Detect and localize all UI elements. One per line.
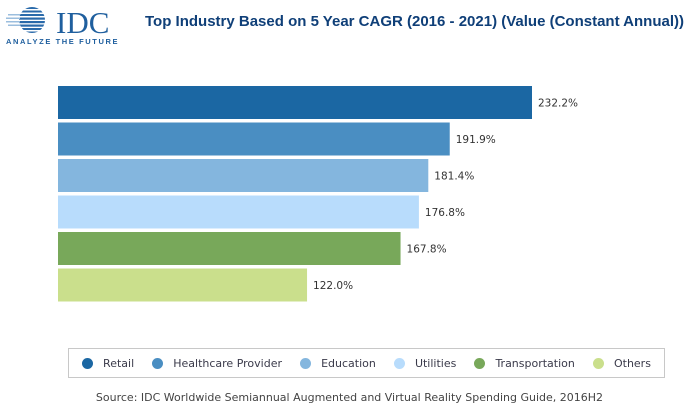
legend-label: Education bbox=[321, 356, 376, 370]
legend-item-healthcare-provider[interactable]: Healthcare Provider bbox=[152, 357, 282, 370]
legend-item-retail[interactable]: Retail bbox=[82, 357, 134, 370]
legend-item-utilities[interactable]: Utilities bbox=[393, 356, 457, 370]
legend-dot-icon bbox=[300, 357, 312, 369]
legend-dot-icon bbox=[592, 357, 604, 369]
legend-dot-icon bbox=[474, 357, 486, 369]
logo-wordmark: IDC bbox=[56, 5, 110, 40]
chart-title: Top Industry Based on 5 Year CAGR (2016 … bbox=[145, 13, 685, 30]
bar-healthcare-provider[interactable] bbox=[58, 122, 450, 156]
source-note: Source: IDC Worldwide Semiannual Augment… bbox=[95, 391, 604, 404]
logo-tagline: ANALYZE THE FUTURE bbox=[6, 37, 120, 46]
data-label: 191.9% bbox=[456, 134, 496, 146]
data-label: 122.0% bbox=[313, 280, 353, 292]
bar-retail[interactable] bbox=[58, 86, 532, 119]
bar-chart: 232.2% 191.9% 181.4% 176.8% 167.8% 122.0% bbox=[58, 86, 578, 302]
legend-label: Others bbox=[613, 356, 651, 370]
idc-logo: IDC ANALYZE THE FUTURE bbox=[4, 6, 124, 46]
data-label: 167.8% bbox=[407, 244, 447, 256]
legend-label: Utilities bbox=[414, 356, 457, 370]
legend-label: Healthcare Provider bbox=[173, 356, 282, 370]
legend-item-transportation[interactable]: Transportation bbox=[474, 356, 575, 370]
chart-legend: Retail Healthcare Provider Education Utilit… bbox=[68, 348, 665, 378]
legend-dot-icon bbox=[393, 357, 405, 369]
data-label: 232.2% bbox=[538, 98, 578, 110]
legend-dot-icon bbox=[82, 357, 94, 369]
bar-others[interactable] bbox=[58, 268, 308, 302]
bar-transportation[interactable] bbox=[58, 232, 401, 265]
globe-stripes-icon bbox=[6, 7, 45, 33]
data-label: 176.8% bbox=[425, 207, 465, 219]
data-label: 181.4% bbox=[434, 171, 474, 183]
legend-label: Retail bbox=[103, 356, 135, 370]
legend-item-others[interactable]: Others bbox=[592, 356, 651, 370]
bar-education[interactable] bbox=[58, 159, 429, 192]
legend-dot-icon bbox=[152, 357, 164, 369]
legend-item-education[interactable]: Education bbox=[300, 357, 376, 370]
bar-utilities[interactable] bbox=[58, 195, 419, 229]
legend-label: Transportation bbox=[495, 356, 575, 370]
